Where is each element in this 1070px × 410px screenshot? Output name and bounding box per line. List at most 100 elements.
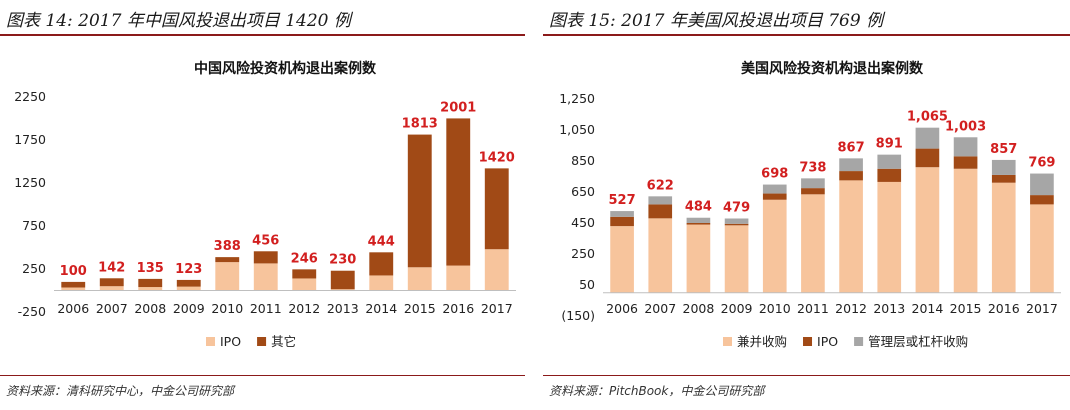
- bar-total-label: 479: [723, 201, 750, 216]
- legend-swatch-2: [257, 337, 267, 346]
- right-top-rule: [543, 34, 1070, 36]
- bar-segment-2: [839, 171, 863, 181]
- left-top-rule: [0, 34, 525, 36]
- chart-title: 美国风险投资机构退出案例数: [741, 60, 924, 77]
- legend-label-1: 兼并收购: [737, 334, 787, 349]
- bar-segment-2: [724, 223, 749, 226]
- bar-total-label: 456: [252, 233, 279, 248]
- bar-segment-1: [61, 287, 86, 291]
- bar-segment-1: [686, 224, 711, 293]
- x-tick-label: 2013: [327, 301, 359, 316]
- bar-segment-1: [407, 267, 432, 291]
- bar-segment-2: [1030, 195, 1054, 205]
- bar-segment-2: [407, 134, 432, 268]
- bar-total-label: 1420: [479, 150, 515, 165]
- bar-total-label: 444: [368, 234, 395, 249]
- bar-total-label: 527: [609, 193, 636, 208]
- y-tick-label: 1,250: [559, 91, 595, 106]
- bar-segment-1: [648, 218, 673, 293]
- bar-segment-3: [1030, 173, 1054, 196]
- bar-segment-2: [61, 281, 86, 288]
- bar-segment-1: [877, 181, 902, 293]
- bar-segment-1: [991, 182, 1016, 293]
- bar-segment-1: [138, 287, 163, 291]
- x-tick-label: 2016: [442, 301, 474, 316]
- legend-label-2: 其它: [271, 334, 296, 349]
- bar-segment-3: [953, 137, 978, 157]
- y-tick-label: (150): [561, 308, 595, 323]
- x-tick-label: 2007: [644, 301, 676, 316]
- bar-total-label: 738: [799, 160, 826, 175]
- bar-segment-1: [176, 286, 201, 291]
- bar-segment-1: [99, 286, 124, 291]
- y-tick-label: 650: [571, 184, 595, 199]
- bar-segment-2: [648, 204, 673, 219]
- bar-segment-2: [484, 168, 509, 250]
- bar-segment-3: [839, 158, 863, 172]
- bar-segment-2: [686, 223, 711, 225]
- x-tick-label: 2014: [912, 301, 944, 316]
- y-tick-label: 1750: [14, 132, 46, 147]
- bar-segment-2: [369, 252, 394, 276]
- x-tick-label: 2010: [759, 301, 791, 316]
- x-tick-label: 2014: [365, 301, 397, 316]
- x-tick-label: 2017: [481, 301, 513, 316]
- bar-segment-2: [801, 188, 825, 195]
- y-tick-label: 250: [22, 261, 46, 276]
- legend-label-1: IPO: [220, 334, 241, 349]
- bar-total-label: 142: [98, 260, 125, 275]
- bar-total-label: 769: [1028, 156, 1055, 171]
- bar-total-label: 867: [838, 140, 865, 155]
- bar-segment-2: [991, 174, 1016, 183]
- left-figure-panel: 图表 14: 2017 年中国风投退出项目 1420 例 中国风险投资机构退出案…: [0, 0, 525, 410]
- bar-segment-1: [446, 265, 471, 291]
- bar-segment-2: [446, 118, 471, 266]
- x-tick-label: 2016: [988, 301, 1020, 316]
- bar-segment-1: [724, 225, 749, 293]
- chart-title: 中国风险投资机构退出案例数: [194, 60, 377, 77]
- china-vc-exit-chart: 中国风险投资机构退出案例数 -250 250 750 1250 1750 2250 100 20…: [14, 60, 516, 349]
- bar-segment-2: [877, 168, 902, 182]
- left-source-note: 资料来源：清科研究中心，中金公司研究部: [6, 384, 235, 398]
- bar-segment-3: [648, 196, 673, 205]
- bar-segment-1: [762, 199, 787, 293]
- legend-swatch-1: [723, 337, 732, 346]
- bar-total-label: 230: [329, 253, 356, 268]
- bar-segment-1: [839, 180, 863, 293]
- y-tick-label: 250: [571, 246, 595, 261]
- x-tick-label: 2010: [211, 301, 243, 316]
- bar-total-label: 123: [175, 262, 202, 277]
- left-figure-title: 图表 14: 2017 年中国风投退出项目 1420 例: [6, 11, 351, 31]
- right-figure-panel: 图表 15: 2017 年美国风投退出项目 769 例 美国风险投资机构退出案例…: [543, 0, 1070, 410]
- x-tick-label: 2012: [288, 301, 320, 316]
- x-tick-label: 2008: [134, 301, 166, 316]
- bar-total-label: 135: [137, 261, 164, 276]
- x-tick-label: 2006: [606, 301, 638, 316]
- y-tick-label: 1,050: [559, 122, 595, 137]
- bar-total-label: 246: [291, 251, 318, 266]
- bar-segment-1: [369, 275, 394, 291]
- right-bottom-rule: [543, 375, 1070, 376]
- bar-segment-2: [953, 156, 978, 169]
- y-tick-label: -250: [18, 304, 46, 319]
- bar-total-label: 698: [761, 167, 788, 182]
- y-tick-label: 750: [22, 218, 46, 233]
- bar-segment-3: [991, 159, 1016, 175]
- y-tick-label: 50: [579, 277, 595, 292]
- x-tick-label: 2008: [683, 301, 715, 316]
- bar-segment-2: [292, 269, 317, 279]
- bar-segment-3: [686, 217, 711, 223]
- bar-segment-2: [253, 251, 278, 264]
- bar-total-label: 1,003: [945, 119, 986, 134]
- x-tick-label: 2007: [96, 301, 128, 316]
- bar-total-label: 484: [685, 200, 712, 215]
- bar-total-label: 388: [214, 239, 241, 254]
- legend-swatch-1: [206, 337, 215, 346]
- bar-total-label: 100: [60, 264, 87, 279]
- bar-total-label: 2001: [440, 100, 476, 115]
- bar-total-label: 891: [876, 137, 903, 152]
- bar-segment-3: [915, 127, 940, 149]
- x-tick-label: 2017: [1026, 301, 1058, 316]
- bar-total-label: 1,065: [907, 110, 948, 125]
- legend-swatch-2: [803, 337, 813, 346]
